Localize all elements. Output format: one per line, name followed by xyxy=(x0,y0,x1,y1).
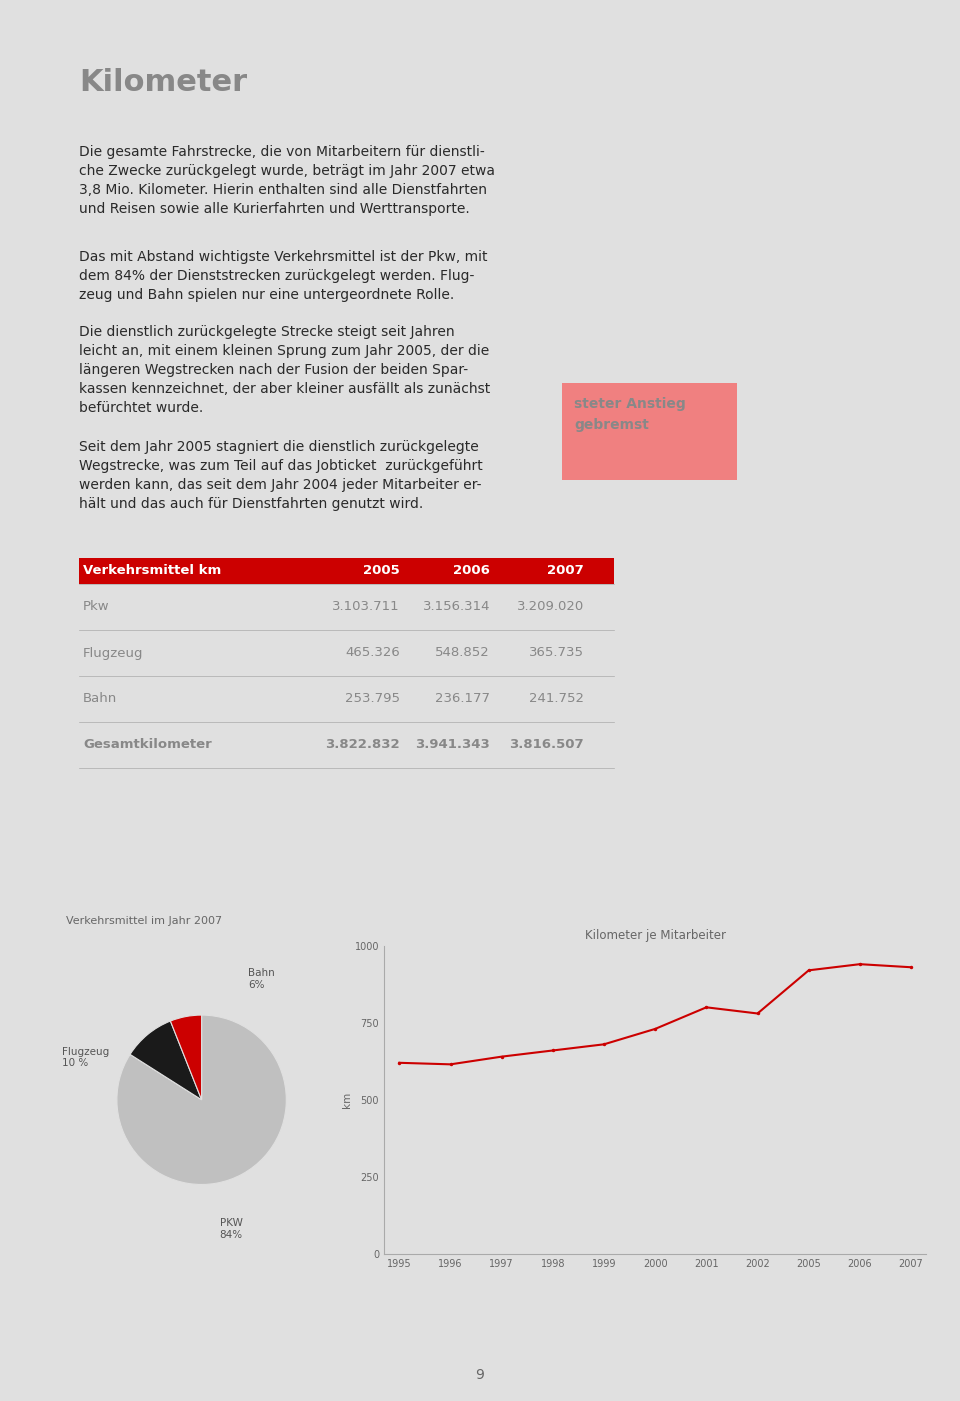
Wedge shape xyxy=(117,1016,286,1184)
Text: Die dienstlich zurückgelegte Strecke steigt seit Jahren
leicht an, mit einem kle: Die dienstlich zurückgelegte Strecke ste… xyxy=(79,325,491,415)
Text: 2007: 2007 xyxy=(547,565,584,577)
Text: Flugzeug
10 %: Flugzeug 10 % xyxy=(61,1047,109,1068)
Text: 236.177: 236.177 xyxy=(435,692,490,706)
Wedge shape xyxy=(171,1016,202,1100)
Text: Verkehrsmittel km: Verkehrsmittel km xyxy=(83,565,221,577)
Text: 2006: 2006 xyxy=(453,565,490,577)
Text: 3.822.832: 3.822.832 xyxy=(325,738,400,751)
Text: 9: 9 xyxy=(475,1367,485,1381)
Text: Pkw: Pkw xyxy=(83,601,109,614)
Text: 465.326: 465.326 xyxy=(346,646,400,660)
Text: 548.852: 548.852 xyxy=(435,646,490,660)
Text: 365.735: 365.735 xyxy=(529,646,584,660)
Title: Kilometer je Mitarbeiter: Kilometer je Mitarbeiter xyxy=(585,929,726,941)
Text: 3.941.343: 3.941.343 xyxy=(416,738,490,751)
Text: 3.103.711: 3.103.711 xyxy=(332,601,400,614)
Text: Verkehrsmittel im Jahr 2007: Verkehrsmittel im Jahr 2007 xyxy=(66,916,222,926)
Text: Die gesamte Fahrstrecke, die von Mitarbeitern für dienstli-
che Zwecke zurückgel: Die gesamte Fahrstrecke, die von Mitarbe… xyxy=(79,144,495,216)
Text: 2005: 2005 xyxy=(363,565,400,577)
FancyBboxPatch shape xyxy=(562,382,737,481)
Text: Das mit Abstand wichtigste Verkehrsmittel ist der Pkw, mit
dem 84% der Dienststr: Das mit Abstand wichtigste Verkehrsmitte… xyxy=(79,249,488,301)
Text: Bahn
6%: Bahn 6% xyxy=(249,968,275,989)
Text: steter Anstieg
gebremst: steter Anstieg gebremst xyxy=(574,396,685,432)
Text: Flugzeug: Flugzeug xyxy=(83,646,143,660)
Text: Seit dem Jahr 2005 stagniert die dienstlich zurückgelegte
Wegstrecke, was zum Te: Seit dem Jahr 2005 stagniert die dienstl… xyxy=(79,440,483,511)
Text: 3.156.314: 3.156.314 xyxy=(422,601,490,614)
Wedge shape xyxy=(131,1021,202,1100)
Text: 253.795: 253.795 xyxy=(345,692,400,706)
Y-axis label: km: km xyxy=(342,1091,352,1108)
Text: 3.816.507: 3.816.507 xyxy=(510,738,584,751)
Text: Gesamtkilometer: Gesamtkilometer xyxy=(83,738,212,751)
Text: 3.209.020: 3.209.020 xyxy=(516,601,584,614)
Text: 241.752: 241.752 xyxy=(529,692,584,706)
Text: Kilometer: Kilometer xyxy=(79,69,247,97)
Text: PKW
84%: PKW 84% xyxy=(220,1219,243,1240)
FancyBboxPatch shape xyxy=(79,558,614,584)
Text: Bahn: Bahn xyxy=(83,692,117,706)
